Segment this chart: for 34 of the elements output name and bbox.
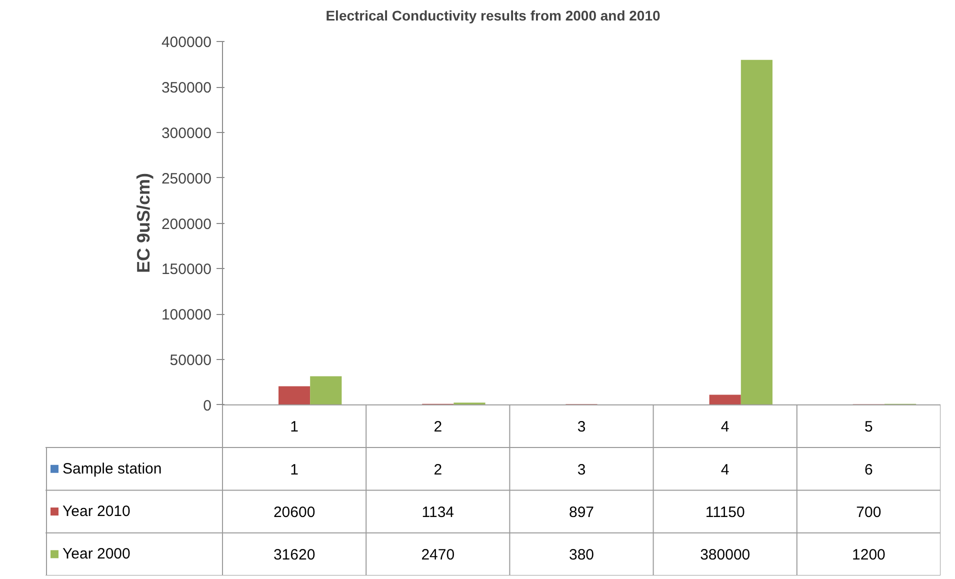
x-tick-label: 5 [864, 418, 873, 436]
data-label: 700 [856, 504, 882, 522]
data-label: 1134 [422, 504, 454, 522]
x-tick-label: 1 [290, 418, 298, 436]
data-label: 897 [568, 504, 594, 522]
data-label: 3 [577, 461, 586, 478]
y-tick-label: 400000 [161, 34, 212, 52]
data-label: 2 [434, 461, 442, 478]
y-tick-label: 150000 [161, 261, 212, 278]
legend-label: Sample station [62, 460, 162, 478]
x-tick-label: 2 [434, 418, 442, 436]
x-tick-label: 4 [720, 418, 730, 436]
y-tick-label: 100000 [161, 306, 212, 324]
y-tick-label: 50000 [170, 352, 212, 370]
data-label: 380000 [700, 546, 750, 564]
data-label: 11150 [705, 504, 745, 522]
y-tick-label: 350000 [161, 80, 212, 97]
data-label: 1 [290, 461, 298, 478]
y-tick-label: 250000 [161, 170, 212, 188]
data-label: 1200 [852, 546, 886, 564]
y-tick-label: 0 [203, 397, 212, 414]
data-label: 20600 [273, 504, 316, 522]
data-label: 4 [720, 461, 730, 478]
legend-label: Year 2000 [62, 546, 130, 563]
legend-label: Year 2010 [62, 503, 130, 520]
y-tick-label: 300000 [161, 125, 212, 142]
data-label: 31620 [273, 546, 316, 564]
x-tick-label: 3 [577, 418, 586, 436]
y-axis-title: EC 9uS/cm) [133, 172, 154, 274]
data-label: 380 [568, 546, 594, 564]
data-label: 2470 [421, 546, 455, 564]
y-tick-label: 200000 [161, 216, 212, 233]
data-label: 6 [864, 461, 873, 478]
chart-title: Electrical Conductivity results from 2000 and 2010 [326, 8, 661, 24]
